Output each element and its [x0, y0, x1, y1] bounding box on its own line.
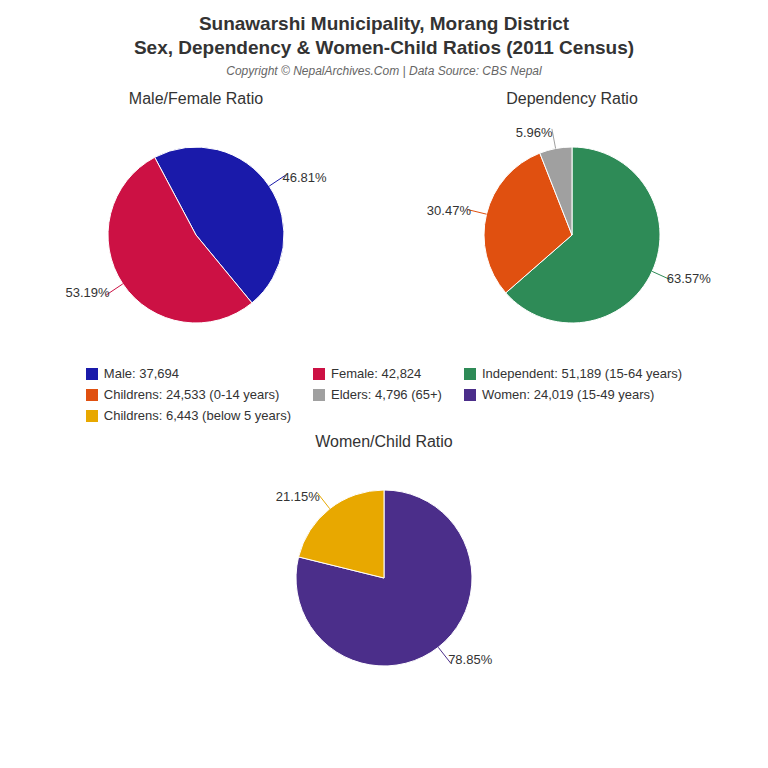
html-text:Women/Child Ratio: Women/Child Ratio [315, 433, 453, 450]
svg-text:53.19%: 53.19% [65, 285, 110, 300]
html-text:Male: 37,694: Male: 37,694 [103, 366, 179, 381]
svg-text:46.81%: 46.81% [282, 170, 327, 185]
html-text:Childrens: 6,443 (below 5 year: Childrens: 6,443 (below 5 years) [103, 408, 291, 423]
svg-text:78.85%: 78.85% [448, 652, 493, 667]
svg-text:21.15%: 21.15% [276, 489, 321, 504]
html-text:Sunawarshi Municipality, Moran: Sunawarshi Municipality, Morang District [198, 13, 570, 34]
html-text:Elders: 4,796 (65+): Elders: 4,796 (65+) [331, 387, 442, 402]
html-text:Dependency Ratio: Dependency Ratio [506, 90, 638, 107]
svg-text:30.47%: 30.47% [427, 203, 472, 218]
html-text:Female: 42,824: Female: 42,824 [331, 366, 422, 381]
html-text:Sex, Dependency & Women-Child: Sex, Dependency & Women-Child Ratios (20… [133, 37, 635, 58]
svg-text:63.57%: 63.57% [667, 271, 712, 286]
html-text:Women: 24,019 (15-49 years): Women: 24,019 (15-49 years) [481, 387, 655, 402]
html-text:Male/Female Ratio: Male/Female Ratio [128, 90, 264, 107]
svg-text:5.96%: 5.96% [516, 125, 553, 140]
html-text:Childrens: 24,533 (0-14 years): Childrens: 24,533 (0-14 years) [103, 387, 280, 402]
html-text:Copyright © NepalArchives.Com: Copyright © NepalArchives.Com | Data Sou… [226, 64, 542, 78]
html-text:Independent: 51,189 (15-64 yea: Independent: 51,189 (15-64 years) [481, 366, 683, 381]
